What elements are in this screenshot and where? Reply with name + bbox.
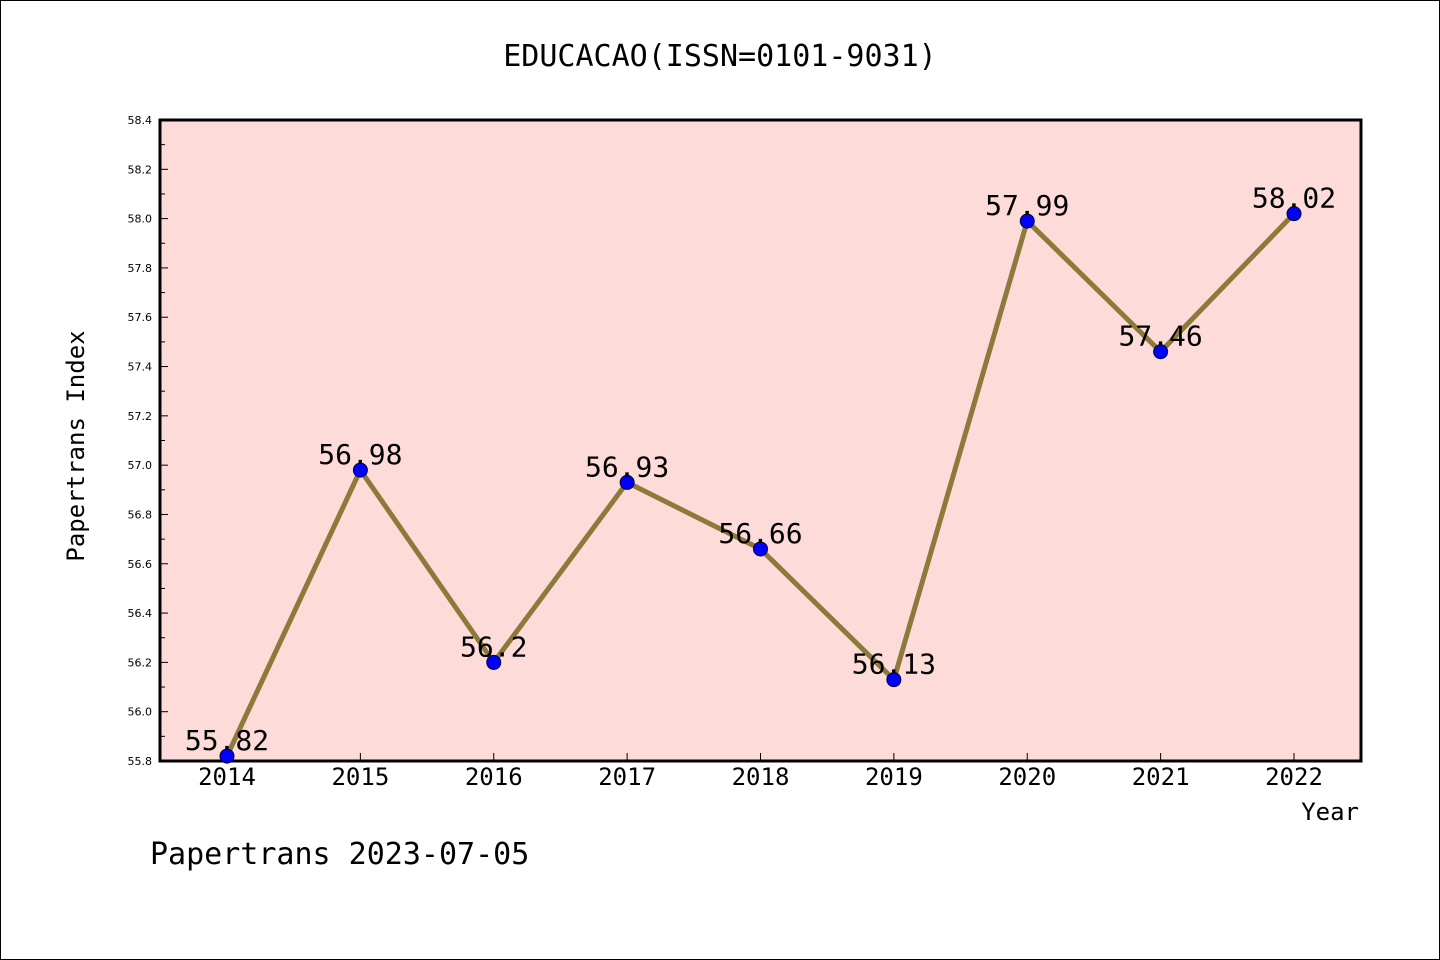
y-tick-label: 56.0 (128, 706, 153, 719)
data-label: 58.02 (1252, 182, 1336, 215)
data-label: 56.2 (460, 630, 527, 663)
x-axis-title: Year (1301, 798, 1359, 826)
y-tick-label: 58.2 (128, 163, 153, 176)
x-tick-label: 2014 (198, 763, 256, 791)
data-label: 56.66 (718, 517, 802, 550)
x-tick-label: 2021 (1132, 763, 1190, 791)
data-label: 56.93 (585, 450, 669, 483)
data-label: 57.46 (1118, 320, 1202, 353)
y-tick-label: 58.4 (128, 114, 153, 127)
x-tick-label: 2018 (732, 763, 790, 791)
y-tick-label: 56.2 (128, 656, 153, 669)
data-point (886, 672, 902, 688)
data-point (1153, 344, 1169, 360)
y-tick-label: 56.8 (128, 508, 153, 521)
data-point (219, 748, 235, 764)
data-point (352, 462, 368, 478)
data-label: 56.98 (318, 438, 402, 471)
x-axis: 2014 2015 2016 2017 2018 2019 2020 2021 2022 (198, 753, 1323, 791)
y-tick-label: 57.4 (128, 361, 153, 374)
y-tick-label: 55.8 (128, 755, 153, 768)
data-point (1019, 213, 1035, 229)
y-axis: 55.8 56.0 56.2 56.4 56.6 56.8 57.0 57.2 57.4 57.6… (128, 114, 168, 768)
data-point (1286, 206, 1302, 222)
y-tick-label: 56.6 (128, 558, 153, 571)
data-points (219, 206, 1302, 764)
x-tick-label: 2015 (331, 763, 389, 791)
y-tick-label: 57.8 (128, 262, 153, 275)
data-label: 57.99 (985, 189, 1069, 222)
x-tick-label: 2017 (598, 763, 656, 791)
x-tick-label: 2019 (865, 763, 923, 791)
x-tick-label: 2016 (465, 763, 523, 791)
data-point (619, 474, 635, 490)
data-label: 56.13 (852, 648, 936, 681)
data-point (486, 654, 502, 670)
x-tick-label: 2020 (998, 763, 1056, 791)
plot-area (158, 118, 1363, 763)
y-tick-label: 58.0 (128, 213, 153, 226)
y-tick-label: 56.4 (128, 607, 153, 620)
x-tick-label: 2022 (1265, 763, 1323, 791)
y-tick-label: 57.2 (128, 410, 153, 423)
data-label: 55.82 (185, 724, 269, 757)
y-tick-label: 57.6 (128, 311, 153, 324)
y-tick-label: 57.0 (128, 459, 153, 472)
data-point (753, 541, 768, 557)
footer-text: Papertrans 2023-07-05 (150, 837, 529, 872)
y-axis-title: Papertrans Index (62, 330, 90, 561)
chart-title: EDUCACAO(ISSN=0101-9031) (503, 39, 936, 74)
data-labels: 55.82 56.98 56.2 56.93 56.66 56.13 57.99 57.46 5… (185, 182, 1336, 757)
